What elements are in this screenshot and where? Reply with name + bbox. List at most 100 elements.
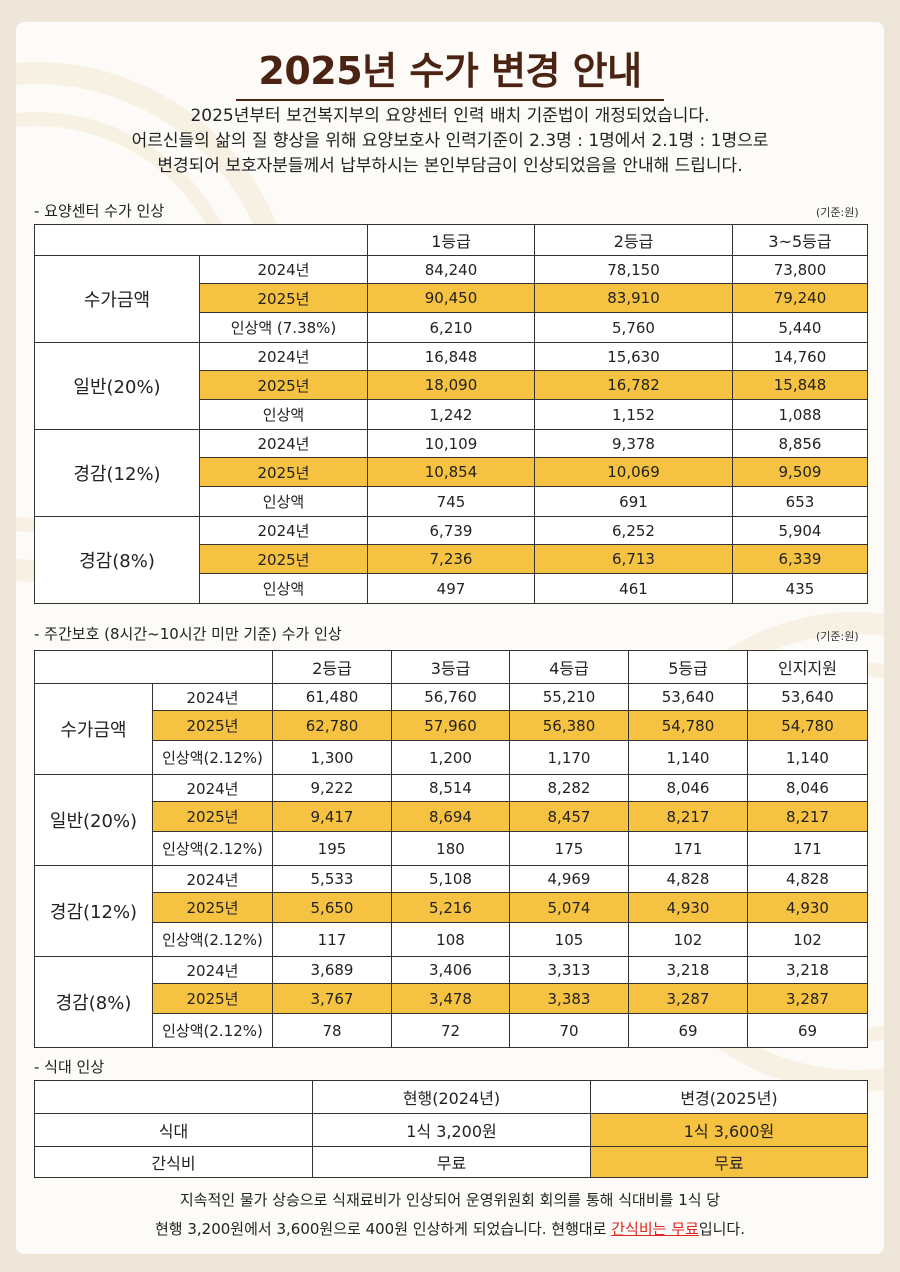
table-cell: 14,760	[732, 342, 868, 371]
group-label: 수가금액	[34, 255, 200, 343]
table-cell: 15,630	[534, 342, 733, 371]
table-row: 인상액 745 691 653	[35, 486, 868, 517]
column-header: 4등급	[509, 650, 629, 684]
table-cell: 6,210	[367, 312, 535, 343]
table-cell	[34, 224, 368, 256]
table-cell: 180	[391, 831, 510, 866]
footer-line: 지속적인 물가 상승으로 식재료비가 인상되어 운영위원회 회의를 통해 식대비…	[179, 1191, 721, 1209]
column-header: 현행(2024년)	[312, 1080, 591, 1114]
table-cell: 5,533	[272, 865, 392, 893]
table-cell: 3,287	[628, 983, 748, 1014]
table-cell: 3,406	[391, 956, 510, 984]
row-label: 인상액(2.12%)	[152, 922, 273, 957]
table-cell: 4,828	[628, 865, 748, 893]
table-cell: 18,090	[367, 370, 535, 400]
row-label: 인상액(2.12%)	[152, 831, 273, 866]
table-row: 인상액(2.12%) 195 180 175 171 171	[35, 831, 868, 866]
group-label: 일반(20%)	[34, 774, 153, 866]
section-title-meal: - 식대 인상	[34, 1058, 105, 1076]
table-cell: 9,509	[732, 457, 868, 487]
table-cell: 무료	[312, 1146, 591, 1178]
table-row: 인상액 497 461 435	[35, 573, 868, 604]
table-cell: 8,514	[391, 774, 510, 802]
table-row: 경감(8%) 2024년 3,689 3,406 3,313 3,218 3,218	[34, 956, 868, 1048]
column-header: 2등급	[534, 224, 733, 256]
group-label: 경감(12%)	[34, 429, 200, 517]
column-header: 2등급	[272, 650, 392, 684]
table-cell: 102	[747, 922, 868, 957]
table-cell: 57,960	[391, 710, 510, 741]
column-header: 1등급	[367, 224, 535, 256]
table-row: 2025년 3,767 3,478 3,383 3,287 3,287	[35, 983, 868, 1014]
table-header-row: 1등급 2등급 3~5등급	[34, 224, 868, 256]
footer-text: 현행 3,200원에서 3,600원으로 400원 인상하게 되었습니다. 현행…	[154, 1220, 612, 1238]
row-label: 인상액	[199, 573, 368, 604]
table-row: 경감(8%) 2024년 6,739 6,252 5,904	[34, 516, 868, 604]
table-cell: 69	[628, 1013, 748, 1048]
table-cell: 5,074	[509, 892, 629, 923]
table-cell: 62,780	[272, 710, 392, 741]
table-cell: 1,140	[628, 740, 748, 775]
row-label: 인상액 (7.38%)	[199, 312, 368, 343]
row-label: 2024년	[152, 956, 273, 984]
table-cell: 4,969	[509, 865, 629, 893]
table-cell: 653	[732, 486, 868, 517]
table-cell: 54,780	[628, 710, 748, 741]
table-cell: 497	[367, 573, 535, 604]
group-label: 수가금액	[34, 683, 153, 775]
row-label: 2024년	[199, 342, 368, 371]
table-cell: 10,854	[367, 457, 535, 487]
table-cell: 6,713	[534, 544, 733, 574]
table-cell: 1,152	[534, 399, 733, 430]
column-header: 3~5등급	[732, 224, 868, 256]
row-label: 2025년	[152, 983, 273, 1014]
footer-text: 입니다.	[698, 1220, 745, 1238]
table-cell: 1,200	[391, 740, 510, 775]
table-cell: 5,108	[391, 865, 510, 893]
table-cell: 171	[628, 831, 748, 866]
table-cell: 5,650	[272, 892, 392, 923]
table-row: 2025년 7,236 6,713 6,339	[35, 544, 868, 574]
table-cell: 56,760	[391, 683, 510, 711]
table-cell: 8,856	[732, 429, 868, 458]
footer-note: 지속적인 물가 상승으로 식재료비가 인상되어 운영위원회 회의를 통해 식대비…	[16, 1186, 884, 1244]
group-label: 경감(12%)	[34, 865, 153, 957]
row-label: 2024년	[152, 865, 273, 893]
footer-line: 현행 3,200원에서 3,600원으로 400원 인상하게 되었습니다. 현행…	[16, 1215, 884, 1244]
table-row: 2025년 5,650 5,216 5,074 4,930 4,930	[35, 892, 868, 923]
table-row: 수가금액 2024년 84,240 78,150 73,800	[34, 255, 868, 343]
table-row: 2025년 9,417 8,694 8,457 8,217 8,217	[35, 801, 868, 832]
table-cell: 90,450	[367, 283, 535, 313]
column-header: 3등급	[391, 650, 510, 684]
group-label: 경감(8%)	[34, 956, 153, 1048]
table-row: 2025년 18,090 16,782 15,848	[35, 370, 868, 400]
table-cell: 8,694	[391, 801, 510, 832]
table-cell: 61,480	[272, 683, 392, 711]
table-cell: 8,046	[628, 774, 748, 802]
table-cell: 3,383	[509, 983, 629, 1014]
table-cell: 4,828	[747, 865, 868, 893]
row-label: 2025년	[199, 457, 368, 487]
table-cell: 1,300	[272, 740, 392, 775]
section-title-care-center: - 요양센터 수가 인상	[34, 202, 165, 220]
table-cell: 5,216	[391, 892, 510, 923]
table-cell: 3,689	[272, 956, 392, 984]
title-wrap: 2025년 수가 변경 안내	[16, 40, 884, 101]
table-row: 인상액(2.12%) 78 72 70 69 69	[35, 1013, 868, 1048]
table-row: 일반(20%) 2024년 9,222 8,514 8,282 8,046 8,046	[34, 774, 868, 866]
day-care-fee-table: 2등급 3등급 4등급 5등급 인지지원 수가금액 2024년 61,480 56,760 55,…	[34, 650, 868, 1048]
table-cell: 1,242	[367, 399, 535, 430]
table-cell: 54,780	[747, 710, 868, 741]
table-cell: 9,222	[272, 774, 392, 802]
intro-line: 어르신들의 삶의 질 향상을 위해 요양보호사 인력기준이 2.3명 : 1명에…	[131, 131, 769, 151]
table-row: 경감(12%) 2024년 5,533 5,108 4,969 4,828 4,828	[34, 865, 868, 957]
table-cell: 1,088	[732, 399, 868, 430]
table-cell: 78,150	[534, 255, 733, 284]
row-label: 인상액	[199, 486, 368, 517]
row-label: 인상액	[199, 399, 368, 430]
table-row: 현행(2024년) 변경(2025년)	[34, 1080, 868, 1114]
table-cell: 10,109	[367, 429, 535, 458]
table-cell: 3,313	[509, 956, 629, 984]
table-cell: 8,282	[509, 774, 629, 802]
row-label: 2025년	[199, 544, 368, 574]
